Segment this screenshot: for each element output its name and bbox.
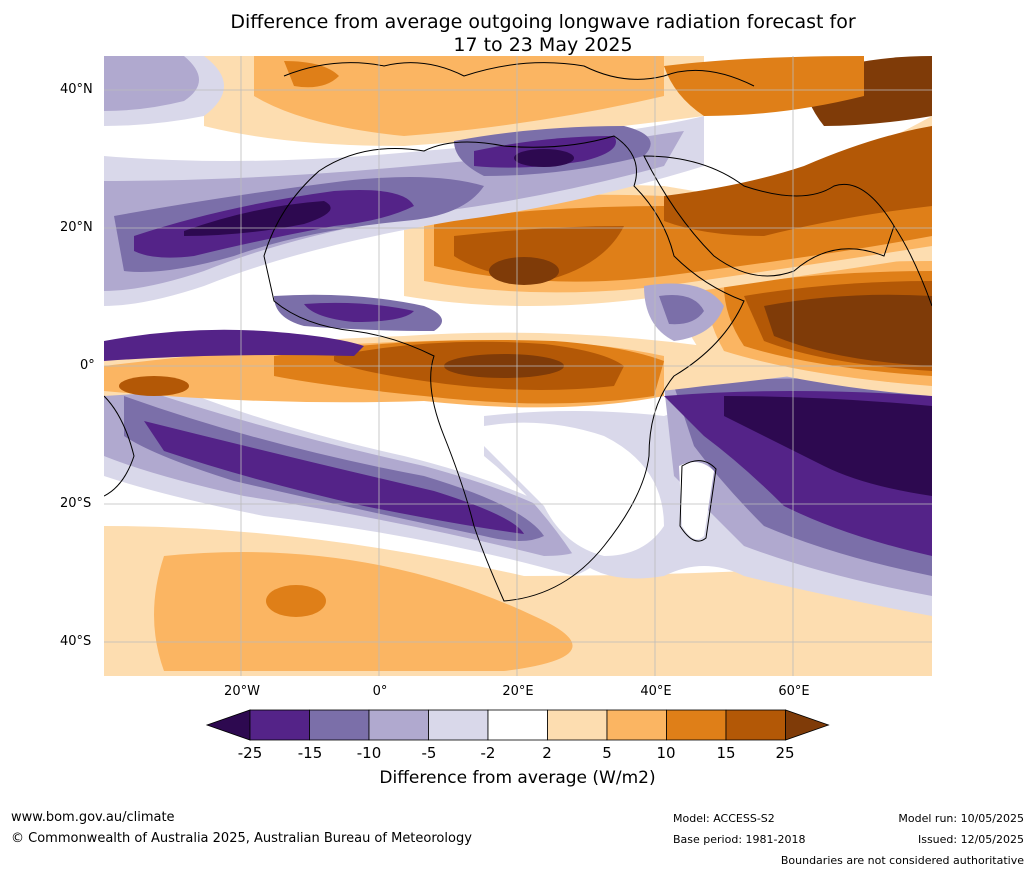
- map-title-line2: 17 to 23 May 2025: [453, 34, 633, 56]
- equatorial-atlantic-purple-band: [104, 329, 364, 361]
- lon-label-20e: 20°E: [502, 684, 534, 699]
- colorbar-tick-label: -10: [356, 744, 382, 762]
- lat-label-40n: 40°N: [60, 82, 93, 97]
- olr-anomaly-map: [104, 56, 932, 676]
- coastlines: [104, 62, 932, 602]
- footer-model-run: Model run: 10/05/2025: [898, 812, 1024, 825]
- north-atlantic-darkest: [184, 201, 331, 236]
- madagascar-coastline: [679, 460, 717, 542]
- colorbar-cell: [725, 709, 786, 741]
- colorbar-title: Difference from average (W/m2): [379, 768, 656, 788]
- colorbar-tick-label: -15: [297, 744, 323, 762]
- colorbar-tick-label: 2: [542, 744, 552, 762]
- north-africa-darkest: [514, 149, 574, 167]
- map-title-line1: Difference from average outgoing longwav…: [230, 11, 856, 33]
- india-coastline: [893, 225, 932, 307]
- footer-copyright: © Commonwealth of Australia 2025, Austra…: [11, 831, 472, 846]
- lat-label-0: 0°: [80, 358, 95, 373]
- footer-disclaimer: Boundaries are not considered authoritat…: [780, 854, 1024, 867]
- colorbar-tick-label: -2: [480, 744, 496, 762]
- gulf-guinea-dark-orange: [119, 376, 189, 396]
- colorbar-tick-label: 5: [602, 744, 612, 762]
- lat-label-40s: 40°S: [60, 634, 92, 649]
- indian-ocean-darkest-purple: [724, 396, 932, 496]
- horn-purple: [659, 295, 704, 325]
- anatolia-dark-orange: [664, 56, 864, 116]
- lon-label-20w: 20°W: [224, 684, 260, 699]
- colorbar-tick-label: 15: [716, 744, 736, 762]
- lat-label-20s: 20°S: [60, 496, 92, 511]
- lon-label-0: 0°: [372, 684, 388, 699]
- colorbar-tick-label: 10: [656, 744, 676, 762]
- south-atlantic-dark-orange: [266, 585, 326, 617]
- colorbar-cell: [309, 709, 370, 741]
- colorbar-cell: [547, 709, 608, 741]
- africa-coastline: [263, 135, 745, 602]
- footer-issued: Issued: 12/05/2025: [917, 833, 1024, 846]
- colorbar-cell: [606, 709, 667, 741]
- footer-base-period: Base period: 1981-2018: [673, 833, 806, 846]
- colorbar-cell: [487, 709, 548, 741]
- arabian-sea-darkest: [764, 294, 932, 366]
- southern-africa-white: [484, 422, 664, 556]
- south-america-coastline: [104, 395, 135, 497]
- colorbar-cell: [249, 709, 310, 741]
- europe-coastline: [283, 62, 755, 87]
- south-atlantic-dark-purple-band: [144, 421, 524, 534]
- arabia-coastline: [643, 155, 895, 277]
- colorbar-tick-label: -25: [237, 744, 263, 762]
- colorbar: [205, 709, 830, 741]
- madagascar-white: [679, 462, 714, 540]
- footer-url[interactable]: www.bom.gov.au/climate: [11, 810, 175, 825]
- footer-model: Model: ACCESS-S2: [673, 812, 775, 825]
- colorbar-cell: [368, 709, 429, 741]
- guinea-dark-purple: [304, 302, 414, 322]
- graticule: [104, 56, 932, 676]
- arabia-brown: [664, 126, 932, 236]
- lon-label-40e: 40°E: [640, 684, 672, 699]
- colorbar-tick-label: -5: [421, 744, 437, 762]
- lon-label-60e: 60°E: [778, 684, 810, 699]
- top-left-light-purple: [104, 56, 199, 111]
- colorbar-extend-low: [205, 709, 251, 741]
- iberia-dark-orange: [284, 61, 339, 88]
- south-atlantic-orange: [154, 552, 573, 671]
- colorbar-tick-label: 25: [775, 744, 795, 762]
- sahara-darkest: [489, 257, 559, 285]
- colorbar-extend-high: [785, 709, 830, 741]
- colorbar-cell: [428, 709, 489, 741]
- lat-label-20n: 20°N: [60, 220, 93, 235]
- colorbar-cell: [666, 709, 727, 741]
